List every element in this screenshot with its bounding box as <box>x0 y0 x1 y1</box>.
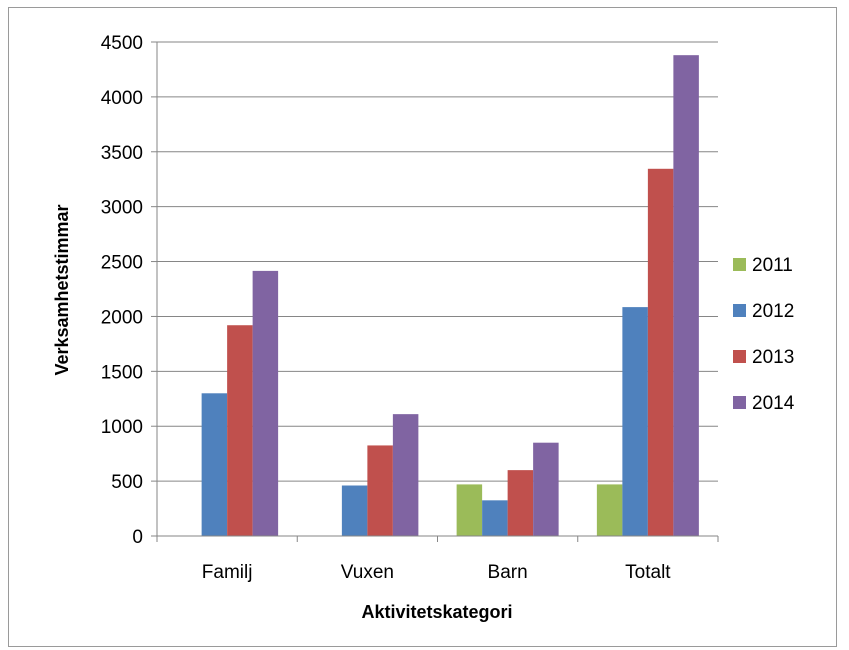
bar <box>367 445 393 536</box>
axes <box>151 41 719 542</box>
x-tick-labels: Familj Vuxen Barn Totalt <box>202 562 672 583</box>
x-tick-label: Barn <box>488 562 528 583</box>
y-tick-label: 2000 <box>101 307 143 328</box>
y-tick-label: 2500 <box>101 253 143 274</box>
bar <box>596 484 623 536</box>
y-tick-label: 1000 <box>101 417 143 438</box>
legend-swatch <box>733 304 746 317</box>
bars <box>201 55 699 536</box>
y-axis-title: Verksamhetstimmar <box>52 204 72 375</box>
bar <box>673 55 699 536</box>
x-tick-label: Familj <box>202 562 253 583</box>
legend-label: 2014 <box>752 393 795 414</box>
legend-label: 2011 <box>752 255 793 276</box>
legend-swatch <box>733 350 746 363</box>
y-tick-label: 4000 <box>101 88 143 109</box>
bar <box>201 393 228 536</box>
bar <box>482 500 508 536</box>
bar <box>647 168 674 536</box>
y-tick-label: 1500 <box>101 362 143 383</box>
y-tick-label: 500 <box>111 472 143 493</box>
legend-label: 2012 <box>752 301 794 322</box>
bar <box>341 485 368 536</box>
y-tick-label: 3000 <box>101 198 143 219</box>
y-tick-labels: 0 500 1000 1500 2000 2500 3000 3500 4000 4500 <box>101 33 143 548</box>
legend-swatch <box>733 396 746 409</box>
bar <box>507 470 534 536</box>
y-tick-label: 0 <box>132 527 143 548</box>
bar <box>622 307 648 536</box>
legend: 2011 2012 2013 2014 <box>733 255 795 414</box>
bar <box>533 442 559 536</box>
bar <box>456 484 483 536</box>
bar <box>392 414 419 536</box>
y-tick-label: 4500 <box>101 33 143 54</box>
legend-swatch <box>733 258 746 271</box>
y-tick-label: 3500 <box>101 143 143 164</box>
x-tick-label: Vuxen <box>341 562 394 583</box>
x-axis-title: Aktivitetskategori <box>361 602 512 622</box>
bar <box>252 270 279 536</box>
x-tick-label: Totalt <box>625 562 671 583</box>
bar <box>227 325 253 536</box>
legend-label: 2013 <box>752 347 794 368</box>
